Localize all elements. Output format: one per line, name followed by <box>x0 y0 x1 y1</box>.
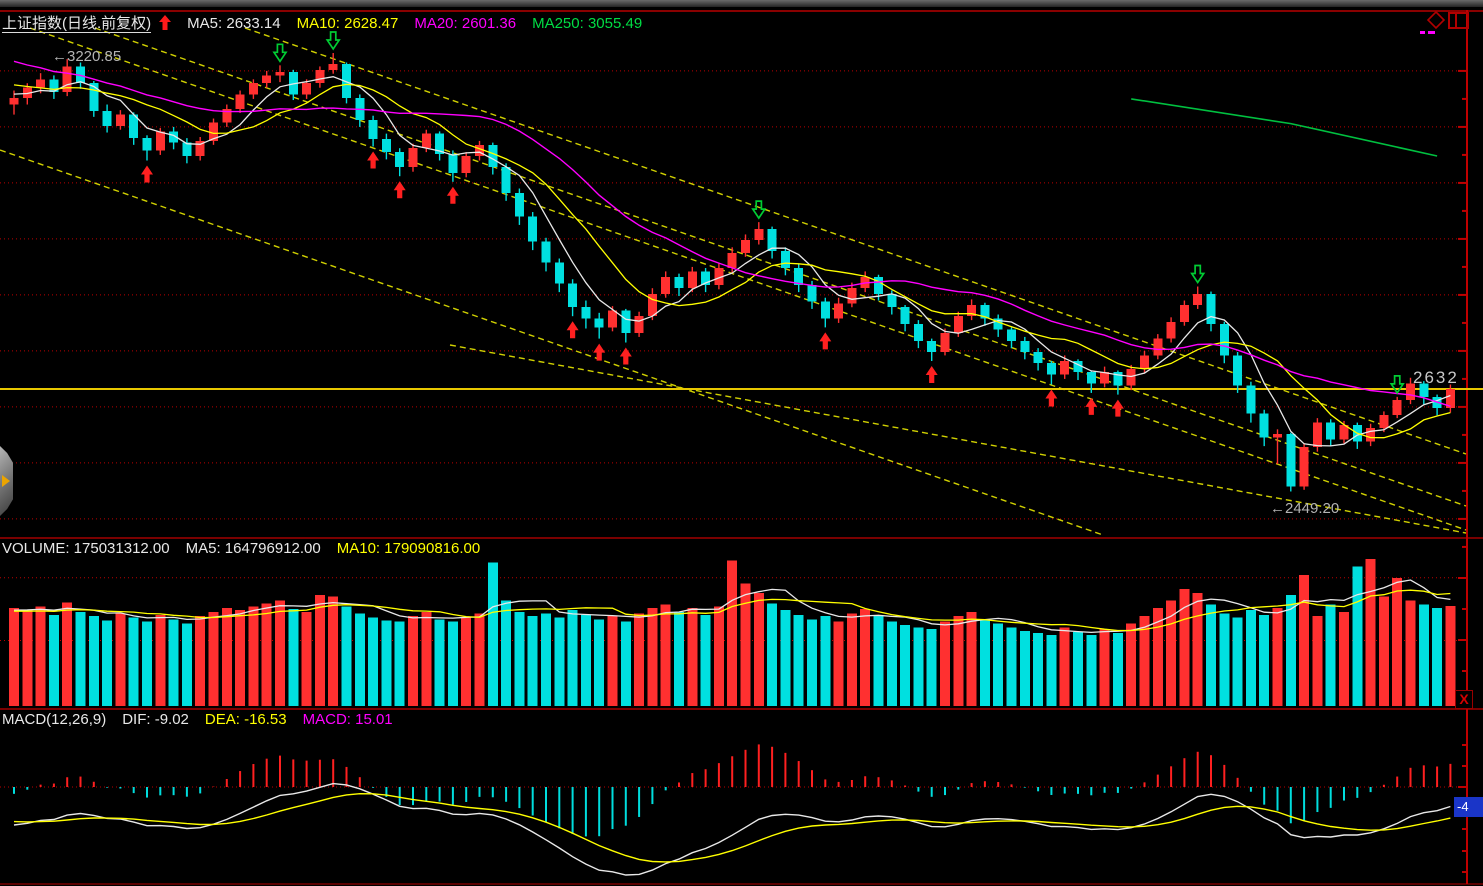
grid-group <box>0 70 1466 788</box>
up-trend-arrow-icon <box>159 15 172 34</box>
macd-histogram-group <box>13 744 1452 837</box>
expand-right-arrow-icon <box>2 475 10 487</box>
pane-separators <box>0 10 1483 885</box>
high-price-annotation: ←3220.85 <box>52 48 122 65</box>
volume-readout[interactable]: VOLUME: 175031312.00 <box>2 540 170 557</box>
volume-pane-header: VOLUME: 175031312.00 MA5: 164796912.00 MA1… <box>2 540 496 557</box>
titlebar-icons <box>1420 10 1480 36</box>
sell-signals-group <box>272 31 1405 395</box>
volume-pane-close-button[interactable]: X <box>1455 690 1473 709</box>
macd-pane-header: MACD(12,26,9) DIF: -9.02 DEA: -16.53 MACD: … <box>2 711 409 728</box>
ma250-readout: MA250: 3055.49 <box>532 15 643 32</box>
low-price-annotation: ←2449.20 <box>1270 500 1340 517</box>
volume-ma10-line <box>14 589 1451 632</box>
dea-readout: DEA: -16.53 <box>204 711 287 728</box>
dif-readout: DIF: -9.02 <box>122 711 189 728</box>
magenta-dash-decoration <box>1420 31 1425 34</box>
window-top-edge <box>0 0 1483 7</box>
macd-value-badge: -4 <box>1454 797 1483 817</box>
macd-params-label[interactable]: MACD(12,26,9) <box>2 711 107 728</box>
ma5-readout: MA5: 2633.14 <box>187 15 281 32</box>
left-panel-handle[interactable] <box>0 446 13 516</box>
ma20-readout: MA20: 2601.36 <box>414 15 517 32</box>
candles-group <box>9 53 1455 492</box>
trendlines-group <box>0 27 1483 536</box>
ma5-line <box>13 76 1451 447</box>
price-pane-header: 上证指数(日线.前复权) MA5: 2633.14 MA10: 2628.47 MA2… <box>2 12 658 34</box>
dea-line <box>13 792 1451 863</box>
chart-title[interactable]: 上证指数(日线.前复权) <box>2 15 152 33</box>
last-price-label: 2632 <box>1413 368 1459 387</box>
right-price-axis <box>1458 10 1468 884</box>
buy-signals-group <box>141 151 1124 417</box>
restore-window-icon[interactable] <box>1448 12 1469 29</box>
ma10-readout: MA10: 2628.47 <box>296 15 399 32</box>
dif-line <box>13 782 1451 876</box>
volume-ma5-line <box>13 579 1451 634</box>
volume-ma10-readout: MA10: 179090816.00 <box>336 540 481 557</box>
magenta-dash-decoration <box>1428 31 1435 34</box>
diamond-icon[interactable] <box>1426 10 1446 35</box>
ma250-line <box>1131 98 1438 157</box>
ma20-line <box>13 60 1451 407</box>
macd-readout: MACD: 15.01 <box>302 711 393 728</box>
volume-ma5-readout: MA5: 164796912.00 <box>185 540 321 557</box>
ma10-line <box>13 83 1451 439</box>
volume-bars-group <box>9 558 1456 706</box>
